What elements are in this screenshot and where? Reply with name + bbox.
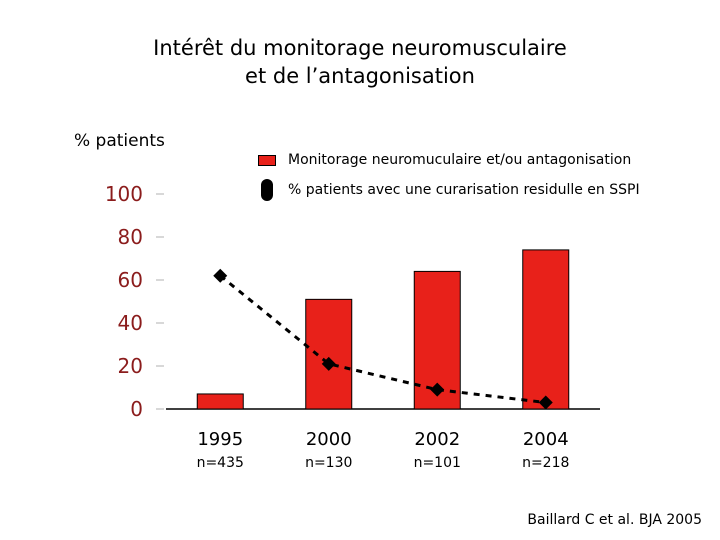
- sample-size-label: n=130: [305, 455, 352, 471]
- legend-item-line: % patients avec une curarisation residul…: [258, 179, 640, 201]
- legend-item-bars: Monitorage neuromuculaire et/ou antagoni…: [258, 152, 631, 168]
- residual-curarisation-line: [219, 274, 546, 405]
- bar-2000: [305, 298, 353, 410]
- diamond-marker-1995: [213, 268, 228, 283]
- chart-title-line-1: Intérêt du monitorage neuromusculaire: [153, 36, 567, 60]
- y-tick-label: 60: [118, 268, 143, 292]
- bar-2004: [522, 249, 570, 410]
- bar-1995: [196, 393, 244, 410]
- y-tick-label: 80: [118, 225, 143, 249]
- diamond-marker-2000: [321, 356, 336, 371]
- x-tick-label: 1995: [197, 429, 243, 450]
- legend-bar-swatch-icon: [258, 154, 276, 166]
- y-axis-label: % patients: [74, 131, 165, 151]
- legend-line-label: % patients avec une curarisation residul…: [288, 182, 640, 198]
- diamond-marker-2002: [430, 382, 445, 397]
- x-tick-label: 2000: [306, 429, 352, 450]
- y-tick-label: 0: [130, 397, 143, 421]
- y-tick-label: 40: [118, 311, 143, 335]
- y-tick-label: 100: [105, 182, 143, 206]
- legend-bar-label: Monitorage neuromuculaire et/ou antagoni…: [288, 152, 632, 168]
- chart-title-line-2: et de l’antagonisation: [245, 64, 475, 88]
- sample-size-label: n=101: [414, 455, 461, 471]
- x-tick-label: 2002: [414, 429, 460, 450]
- diamond-marker-2004: [538, 395, 553, 410]
- legend-marker-icon: [261, 179, 273, 201]
- sample-size-label: n=435: [197, 455, 244, 471]
- x-tick-label: 2004: [523, 429, 569, 450]
- y-tick-label: 20: [118, 354, 143, 378]
- source-citation: Baillard C et al. BJA 2005: [527, 512, 702, 528]
- sample-size-label: n=218: [522, 455, 569, 471]
